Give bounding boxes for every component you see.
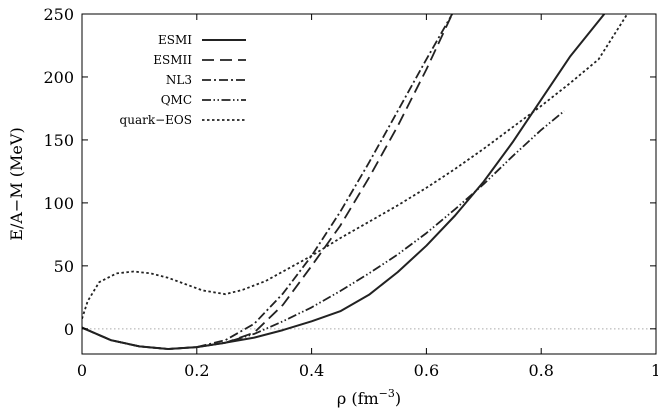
x-axis-label: ρ (fm−3) xyxy=(337,387,401,408)
x-tick-label-1: 0.2 xyxy=(184,361,209,380)
series-line-4 xyxy=(82,14,629,319)
y-tick-label-1: 50 xyxy=(54,257,74,276)
x-tick-label-2: 0.4 xyxy=(299,361,324,380)
y-tick-label-5: 250 xyxy=(43,5,74,24)
x-tick-label-3: 0.6 xyxy=(414,361,439,380)
x-axis-label-exponent: −3 xyxy=(379,387,395,400)
series-line-1 xyxy=(82,14,454,350)
y-tick-label-3: 150 xyxy=(43,131,74,150)
x-tick-label-5: 1 xyxy=(651,361,658,380)
legend-label-4: quark−EOS xyxy=(120,113,192,127)
axis-ticks: 0 0.2 0.4 0.6 0.8 1 0 50 100 150 200 250 xyxy=(43,5,658,380)
x-axis-label-suffix: ) xyxy=(395,389,401,408)
series-line-2 xyxy=(82,14,453,350)
y-axis-label: E/A−M (MeV) xyxy=(7,127,26,240)
legend-label-1: ESMII xyxy=(153,53,192,67)
series-lines xyxy=(82,14,629,350)
legend-label-2: NL3 xyxy=(166,73,192,87)
x-axis-label-main: ρ (fm xyxy=(337,389,379,408)
legend-label-3: QMC xyxy=(161,93,192,107)
series-line-3 xyxy=(82,110,565,350)
x-tick-label-0: 0 xyxy=(77,361,87,380)
y-tick-label-2: 100 xyxy=(43,194,74,213)
plot-frame xyxy=(81,13,657,355)
y-tick-label-0: 0 xyxy=(64,320,74,339)
legend-label-0: ESMI xyxy=(158,33,192,47)
legend: ESMI ESMII NL3 QMC quark−EOS xyxy=(120,33,246,127)
x-tick-label-4: 0.8 xyxy=(528,361,553,380)
y-tick-label-4: 200 xyxy=(43,68,74,87)
